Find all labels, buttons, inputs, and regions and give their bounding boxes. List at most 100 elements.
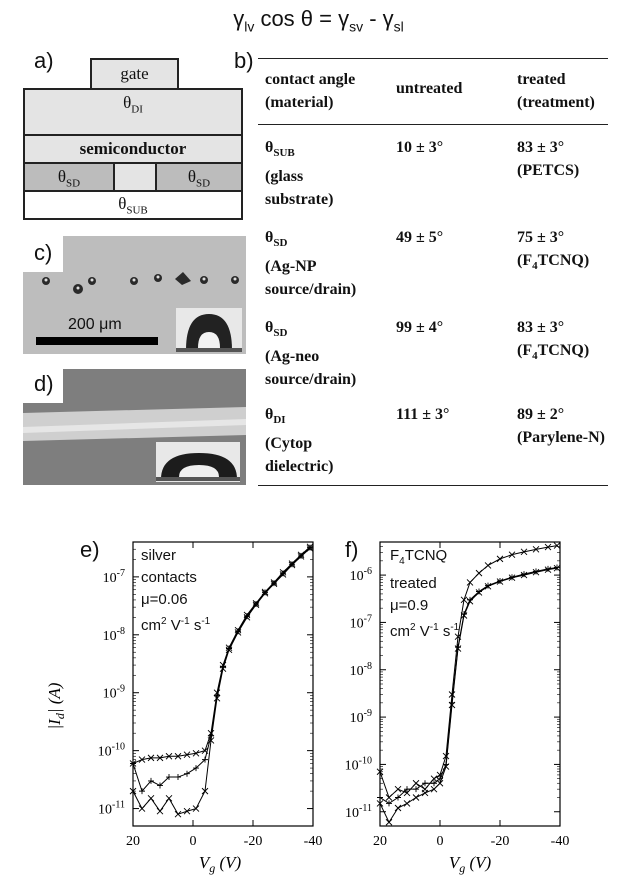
- data-point: [147, 754, 155, 762]
- data-point: [553, 542, 561, 549]
- x-tick-label: 20: [126, 834, 140, 849]
- data-point: [165, 795, 173, 802]
- data-point: [262, 589, 268, 596]
- table-top-rule: [258, 58, 608, 59]
- data-point: [183, 751, 191, 759]
- droplet-dots: [36, 272, 242, 352]
- y-tick-label: 10-10: [98, 742, 125, 760]
- data-point: [175, 774, 181, 781]
- data-point: [288, 561, 296, 569]
- data-point: [202, 756, 208, 763]
- data-point: [421, 789, 429, 797]
- y-tick-label: 10-8: [350, 661, 372, 679]
- x-axis-label-e: Vg (V): [199, 853, 242, 875]
- data-point: [165, 752, 173, 760]
- data-point: [130, 760, 136, 767]
- data-point: [385, 818, 393, 826]
- y-axis-label-e: |Id| (A): [45, 682, 67, 729]
- data-point: [412, 779, 420, 787]
- plot-e: 10-11 10-10 10-9 10-8 10-7 20 0 -20 -40: [98, 541, 323, 849]
- y-tick-label: 10-6: [350, 566, 372, 584]
- data-point: [183, 807, 191, 815]
- data-point: [129, 787, 137, 795]
- data-point: [496, 555, 504, 563]
- data-point: [184, 770, 190, 777]
- data-point: [261, 590, 269, 597]
- treated-value: 89 ± 2° (Parylene-N): [517, 406, 605, 446]
- gate-layer: gate: [90, 58, 179, 90]
- header-col1: contact angle (material): [265, 71, 356, 111]
- data-point: [219, 665, 227, 673]
- panel-label-b: b): [234, 48, 254, 73]
- table-row: θSD (Ag-neo source/drain): [265, 319, 357, 389]
- equation: γlv cos θ = γsv - γsl: [233, 6, 404, 35]
- x-tick-label: -40: [304, 834, 323, 849]
- treated-value: 83 ± 3° (F4TCNQ): [517, 319, 590, 363]
- plot-f: 10-11 10-10 10-9 10-8 10-7 10-6 20 0 -20 -40: [345, 541, 570, 849]
- data-point: [544, 566, 552, 574]
- data-point: [532, 546, 540, 553]
- data-point: [554, 564, 560, 571]
- untreated-value: 111 ± 3°: [396, 406, 450, 423]
- data-point: [376, 800, 384, 807]
- untreated-value: 49 ± 5°: [396, 229, 444, 246]
- data-point: [156, 754, 164, 762]
- table-header-rule: [258, 124, 608, 125]
- plot-f-annotation: F4TCNQ treated μ=0.9 cm2 V-1 s-1: [390, 547, 460, 640]
- x-tick-label: -40: [551, 834, 570, 849]
- semiconductor-layer: semiconductor: [23, 134, 243, 164]
- y-tick-label: 10-8: [103, 626, 125, 644]
- data-point: [553, 564, 561, 572]
- header-col3: treated (treatment): [517, 71, 595, 111]
- data-point: [270, 580, 278, 588]
- data-point: [252, 601, 260, 609]
- data-point: [431, 780, 437, 787]
- y-tick-label: 10-7: [350, 613, 372, 631]
- untreated-value: 10 ± 3°: [396, 139, 444, 156]
- data-point: [430, 775, 438, 782]
- substrate-layer: θSUB: [23, 190, 243, 220]
- data-point: [442, 763, 450, 770]
- untreated-value: 99 ± 4°: [396, 319, 444, 336]
- micrograph-c: 200 μm: [23, 236, 246, 354]
- y-tick-label: 10-9: [103, 684, 125, 702]
- data-point: [496, 578, 504, 585]
- plot-e-annotation: silver contacts μ=0.06 cm2 V-1 s-1: [141, 547, 211, 634]
- x-axis-label-f: Vg (V): [449, 853, 492, 875]
- data-point: [306, 545, 314, 552]
- label-cutout: [23, 236, 63, 272]
- data-point: [466, 597, 474, 605]
- data-point: [297, 553, 305, 560]
- data-point: [484, 582, 492, 590]
- data-point: [454, 645, 462, 652]
- y-tick-label: 10-7: [103, 568, 125, 586]
- data-point: [475, 569, 483, 577]
- data-point: [532, 568, 540, 576]
- micrograph-d: [23, 369, 246, 485]
- data-point: [166, 774, 172, 781]
- data-point: [234, 629, 242, 636]
- data-point: [148, 777, 154, 784]
- x-tick-label: -20: [244, 834, 263, 849]
- x-tick-label: -20: [491, 834, 510, 849]
- data-point: [448, 701, 456, 709]
- data-point: [307, 544, 313, 551]
- data-point: [448, 691, 456, 698]
- data-point: [436, 779, 444, 787]
- table-row: θDI (Cytop dielectric): [265, 406, 334, 476]
- x-tick-label: 0: [190, 834, 197, 849]
- data-point: [139, 788, 145, 795]
- line-feature: [23, 407, 246, 482]
- data-point: [544, 543, 552, 551]
- treated-value: 83 ± 3° (PETCS): [517, 139, 580, 179]
- data-point: [243, 614, 251, 621]
- data-point: [394, 785, 402, 793]
- drain-electrode: θSD: [155, 162, 243, 192]
- data-point: [207, 737, 215, 744]
- data-point: [520, 548, 528, 556]
- data-point: [213, 695, 221, 702]
- data-point: [430, 785, 438, 793]
- data-point: [404, 786, 410, 793]
- data-point: [156, 807, 164, 815]
